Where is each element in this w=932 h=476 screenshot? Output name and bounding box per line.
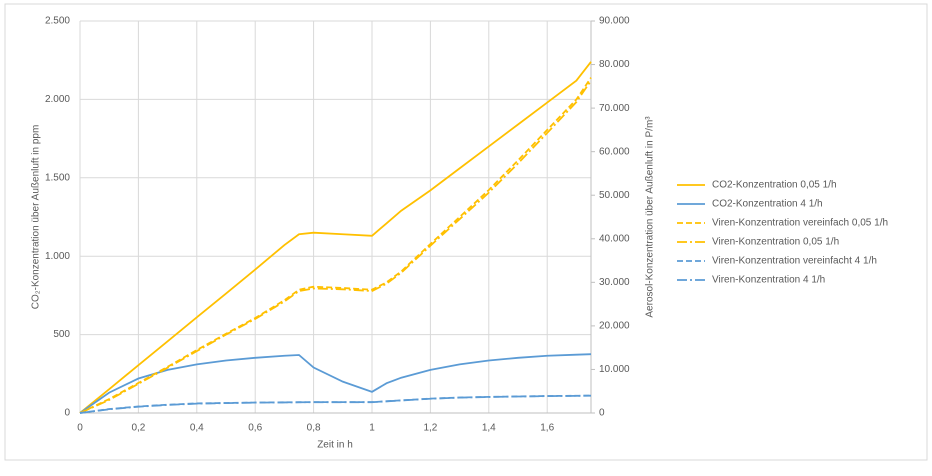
- y2-tick-label: 30.000: [599, 277, 630, 288]
- y2-tick-label: 80.000: [599, 59, 630, 70]
- legend-label: Viren-Konzentration 0,05 1/h: [712, 237, 839, 248]
- x-tick-label: 1: [369, 423, 375, 434]
- legend-label: CO2-Konzentration 0,05 1/h: [712, 180, 837, 191]
- legend-label: Viren-Konzentration vereinfach 0,05 1/h: [712, 218, 888, 229]
- y-axis-label: CO₂-Konzentration über Außenluft in ppm: [31, 125, 42, 310]
- y2-tick-label: 0: [599, 408, 605, 419]
- x-tick-label: 1,4: [482, 423, 496, 434]
- legend-label: Viren-Konzentration 4 1/h: [712, 275, 825, 286]
- x-tick-label: 0: [77, 423, 83, 434]
- y2-tick-label: 60.000: [599, 146, 630, 157]
- y-tick-label: 2.500: [45, 16, 70, 27]
- series-line: [79, 394, 592, 414]
- legend-label: CO2-Konzentration 4 1/h: [712, 199, 823, 210]
- x-tick-label: 1,2: [423, 423, 437, 434]
- x-tick-label: 1,6: [540, 423, 554, 434]
- series-line: [79, 80, 592, 414]
- x-tick-label: 0,8: [307, 423, 321, 434]
- x-axis-label: Zeit in h: [317, 440, 353, 451]
- x-tick-label: 0,6: [248, 423, 262, 434]
- legend-label: Viren-Konzentration vereinfacht 4 1/h: [712, 256, 877, 267]
- y-tick-label: 0: [64, 408, 70, 419]
- chart-frame: [4, 3, 928, 461]
- y-tick-label: 500: [53, 329, 70, 340]
- series-line: [79, 61, 592, 414]
- y2-tick-label: 40.000: [599, 233, 630, 244]
- y-tick-label: 1.500: [45, 172, 70, 183]
- x-tick-label: 0,2: [131, 423, 145, 434]
- y2-tick-label: 90.000: [599, 16, 630, 27]
- y2-tick-label: 70.000: [599, 103, 630, 114]
- y-tick-label: 2.000: [45, 94, 70, 105]
- y2-axis-label: Aerosol-Konzentration über Außenluft in …: [645, 116, 656, 318]
- x-tick-label: 0,4: [190, 423, 204, 434]
- series-line: [79, 353, 592, 414]
- y2-tick-label: 20.000: [599, 321, 630, 332]
- y2-tick-label: 10.000: [599, 364, 630, 375]
- y2-tick-label: 50.000: [599, 190, 630, 201]
- y-tick-label: 1.000: [45, 251, 70, 262]
